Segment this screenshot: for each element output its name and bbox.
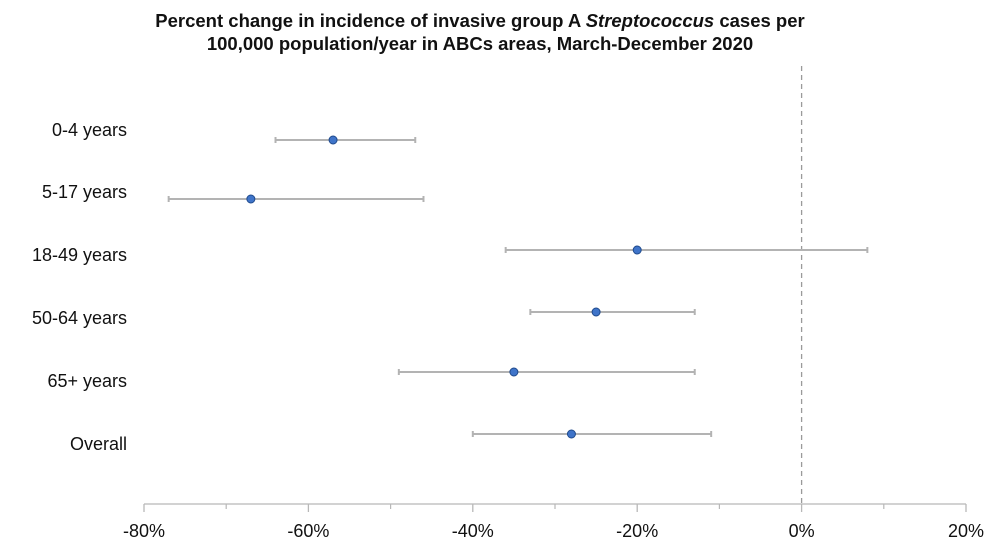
- category-label: 50-64 years: [32, 308, 127, 328]
- title-part-2: cases per: [714, 10, 805, 31]
- x-tick-label: -20%: [616, 521, 658, 541]
- title-part-1: Percent change in incidence of invasive …: [155, 10, 586, 31]
- title-part-italic: Streptococcus: [585, 10, 715, 31]
- estimate-point: [591, 307, 601, 317]
- chart-title: Percent change in incidence of invasive …: [0, 9, 960, 55]
- x-tick-label: -60%: [287, 521, 329, 541]
- estimate-point: [328, 135, 338, 145]
- x-tick-label: -40%: [452, 521, 494, 541]
- x-tick-label: -80%: [123, 521, 165, 541]
- estimate-point: [566, 429, 576, 439]
- category-label: 0-4 years: [52, 120, 127, 140]
- category-label: 5-17 years: [42, 182, 127, 202]
- category-label: Overall: [70, 434, 127, 454]
- estimate-point: [509, 367, 519, 377]
- estimate-point: [246, 194, 256, 204]
- category-label: 18-49 years: [32, 245, 127, 265]
- x-tick-label: 0%: [789, 521, 815, 541]
- category-label: 65+ years: [47, 371, 127, 391]
- x-tick-label: 20%: [948, 521, 984, 541]
- estimate-point: [632, 245, 642, 255]
- title-line-2: 100,000 population/year in ABCs areas, M…: [206, 33, 754, 54]
